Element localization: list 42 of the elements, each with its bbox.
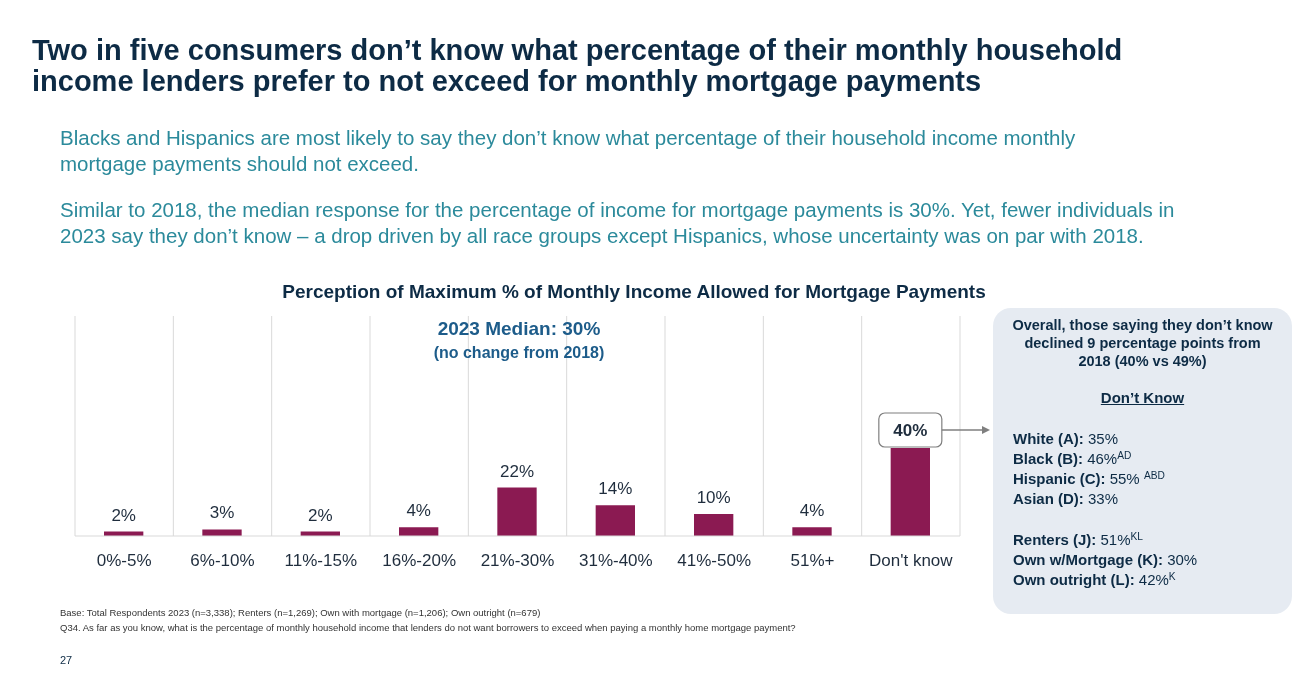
x-tick-label: 41%-50% [677, 551, 752, 571]
data-label: 2% [308, 505, 333, 525]
text: White (A): 35% [1013, 430, 1119, 447]
bar [792, 527, 832, 536]
chart-subtitle: Perception of Maximum % of Monthly Income Allowed for Mortgage Payments [281, 281, 987, 303]
bar [202, 529, 242, 536]
text: Blacks and Hispanics are most likely to say they don’t know what percentage of their household income monthly mortgage payments should not exceed. [60, 125, 1077, 177]
x-tick-label: 21%-30% [480, 551, 555, 571]
text: Hispanic (C): 55% $^{ABD}$ [1013, 469, 1165, 487]
data-label: 22% [499, 461, 535, 481]
text: 27 [60, 654, 73, 666]
text: Renters (J): 51%$^{KL}$ [1013, 530, 1144, 548]
x-tick-label: 31%-40% [578, 551, 653, 571]
bar [694, 514, 734, 536]
x-tick-label: 51%+ [790, 551, 835, 571]
x-tick-label: 16%-20% [382, 551, 457, 571]
chart-title: Two in five consumers don’t know what percentage of their monthly household income lenders prefer to not exceed for monthly mortgage payments [32, 34, 1124, 97]
data-label: 40% [893, 420, 928, 440]
text: Q34. As far as you know, what is the percentage of monthly household income that lenders do not want borrowers to exceed when paying a monthly home mortgage payment? [60, 622, 796, 633]
text: Own w/Mortgage (K): 30% [1013, 551, 1198, 568]
x-tick-label: 6%-10% [190, 551, 255, 571]
text: Overall, those saying they don’t know declined 9 percentage points from 2018 (40% vs 49%) [1011, 316, 1274, 370]
bar [497, 487, 537, 536]
x-tick-label: Don't know [869, 551, 954, 571]
bar [399, 527, 439, 536]
annotation: 2023 Median: 30% [436, 318, 602, 340]
data-label: 2% [111, 505, 136, 525]
bar [595, 505, 635, 536]
data-label: 3% [209, 503, 235, 523]
text: Don’t Know [1099, 389, 1186, 406]
text: Base: Total Respondents 2023 (n=3,338); Renters (n=1,269); Own with mortgage (n=1,206); Own outright (n=679) [60, 607, 541, 618]
x-tick-label: 11%-15% [284, 551, 358, 571]
data-label: 10% [696, 488, 731, 507]
text: Similar to 2018, the median response for the percentage of income for mortgage payments is 30%. Yet, fewer individuals in 2023 say they don’t know – a drop driven by all race groups except Hispanics, whose uncertainty was on par with 2018. [60, 197, 1176, 249]
text: Asian (D): 33% [1013, 490, 1119, 507]
data-label: 4% [799, 501, 825, 521]
data-label: 4% [406, 501, 431, 521]
annotation: (no change from 2018) [432, 344, 606, 362]
data-label: 14% [598, 479, 633, 499]
text: Black (B): 46%$^{AD}$ [1013, 449, 1132, 467]
text: Own outright (L): 42%$^{K}$ [1013, 570, 1176, 588]
x-tick-label: 0%-5% [96, 551, 152, 571]
